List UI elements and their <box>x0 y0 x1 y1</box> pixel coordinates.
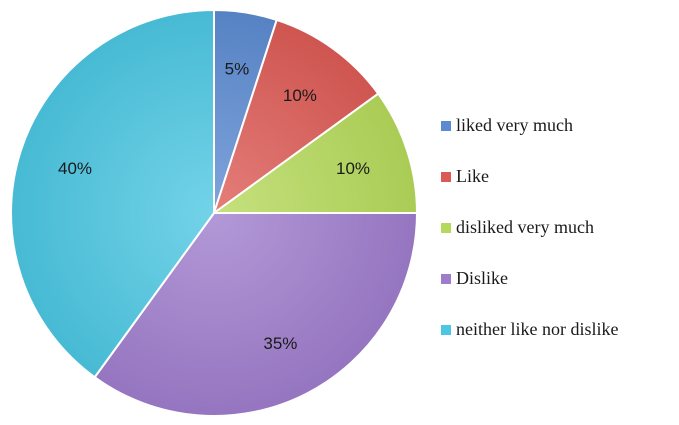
legend-swatch-disliked-very-much <box>441 223 451 233</box>
legend-label-disliked-very-much: disliked very much <box>456 217 594 237</box>
data-label-dislike: 35% <box>263 334 297 353</box>
data-label-neither-like-nor-dislike: 40% <box>58 159 92 178</box>
legend-label-liked-very-much: liked very much <box>456 115 573 135</box>
pie-slice-like <box>212 18 380 216</box>
legend-label-like: Like <box>456 166 489 186</box>
data-label-disliked-very-much: 10% <box>336 159 370 178</box>
pie-slices <box>10 8 419 417</box>
legend-label-neither-like-nor-dislike: neither like nor dislike <box>456 319 618 339</box>
pie-slice-dislike <box>93 212 419 417</box>
legend-swatch-dislike <box>441 274 451 284</box>
data-label-like: 10% <box>283 86 317 105</box>
legend-swatch-like <box>441 172 451 182</box>
legend-label-dislike: Dislike <box>456 268 508 288</box>
pie-slice-neither-like-nor-dislike <box>10 8 215 379</box>
data-label-liked-very-much: 5% <box>225 60 250 79</box>
legend-swatch-liked-very-much <box>441 121 451 131</box>
legend-swatch-neither-like-nor-dislike <box>441 325 451 335</box>
pie-slice-disliked-very-much <box>210 92 419 214</box>
legend: liked very much Like disliked very much Dis… <box>441 115 618 339</box>
pie-data-labels: 5% 10% 10% 35% 40% <box>58 60 370 354</box>
